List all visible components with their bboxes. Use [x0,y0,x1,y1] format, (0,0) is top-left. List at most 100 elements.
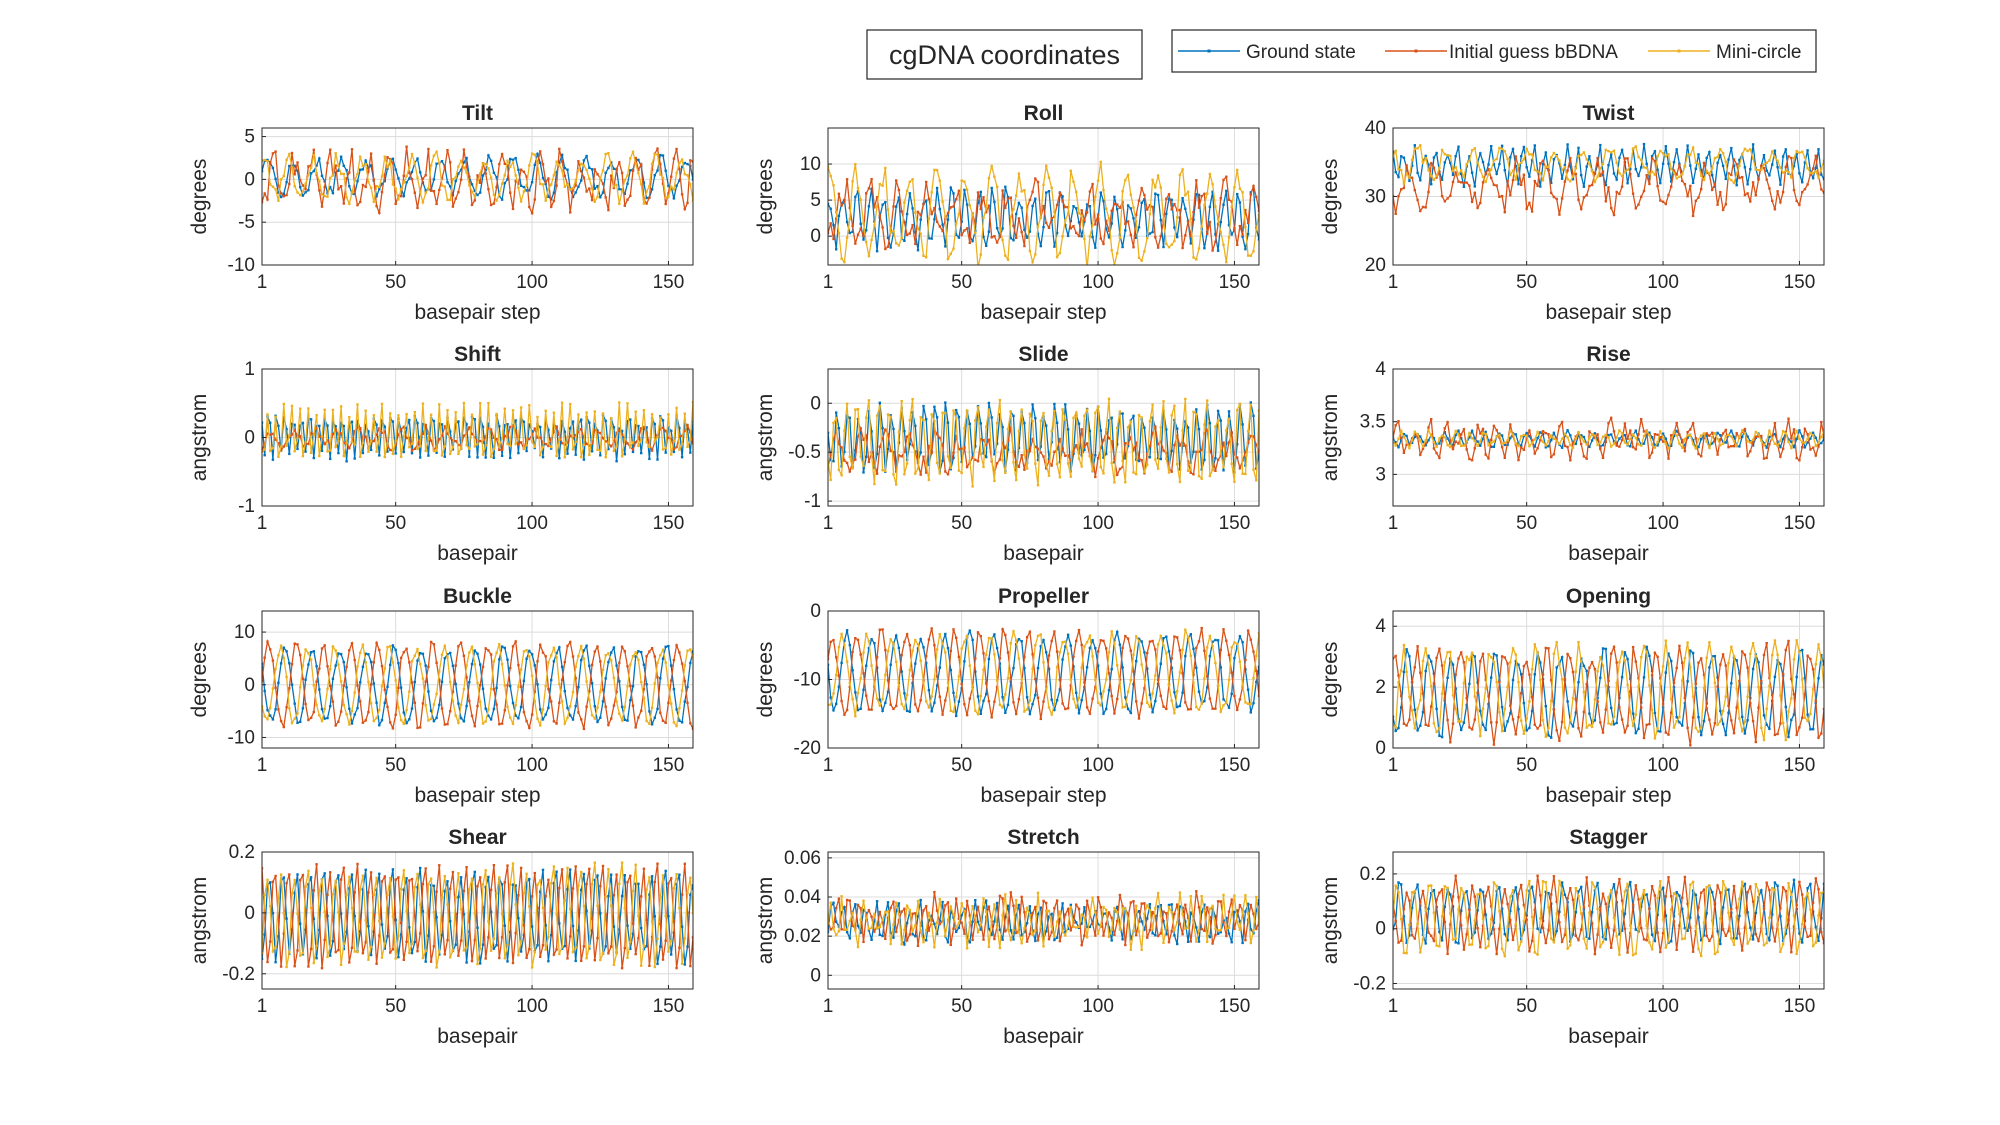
data-point [1012,701,1015,704]
data-point [1449,439,1452,442]
data-point [1438,734,1441,737]
data-point [367,680,370,684]
data-point [1716,155,1719,159]
data-point [1252,650,1255,653]
data-point [399,718,403,722]
data-point [329,944,332,948]
data-point [539,425,542,429]
data-point [680,456,684,459]
data-point [1083,448,1086,451]
data-point [1118,410,1122,413]
data-point [454,682,457,686]
data-point [985,682,988,685]
data-point [1222,698,1225,701]
data-point [539,708,542,711]
data-point [577,413,580,416]
data-point [1176,690,1179,693]
data-point [443,889,446,893]
data-point [1454,440,1457,443]
data-point [922,646,925,649]
data-point [1045,467,1048,470]
data-point [1156,443,1160,446]
data-point [1697,730,1700,734]
data-point [1476,708,1479,712]
data-point [282,656,285,660]
data-point [1642,676,1646,679]
data-point [870,238,873,241]
data-point [631,704,635,707]
data-point [492,947,496,950]
data-point [854,163,857,166]
data-point [397,177,400,180]
data-point [1716,723,1719,726]
data-point [916,709,920,713]
data-point [1225,442,1228,445]
data-point [862,471,865,474]
data-point [569,935,572,938]
data-point [1503,169,1506,172]
data-point [593,428,596,432]
data-point [1405,443,1408,446]
data-point [683,207,686,211]
data-point [590,198,594,202]
data-point [1126,204,1130,207]
data-point [1006,676,1010,680]
data-point [506,658,509,661]
data-point [1116,664,1119,667]
data-point [1492,440,1496,443]
data-point [1588,184,1591,188]
data-point [661,719,665,722]
data-point [1031,403,1034,406]
data-point [1481,707,1485,710]
data-point [867,399,871,402]
data-point [498,658,501,661]
data-point [509,456,512,460]
data-point [479,663,482,666]
data-point [1233,694,1236,698]
data-point [402,651,405,654]
data-point [1216,409,1220,413]
data-point [533,153,536,156]
data-point [372,682,375,685]
data-point [1498,146,1501,150]
data-point [938,436,941,440]
data-point [1083,237,1086,241]
data-point [1017,657,1021,660]
data-point [670,429,673,432]
data-point [1246,254,1250,257]
data-point [862,438,865,441]
data-point [473,418,476,421]
data-point [648,893,651,896]
data-point [1113,263,1116,265]
data-point [1227,410,1231,413]
data-point [528,649,531,653]
data-point [1620,718,1624,721]
data-point [296,169,299,172]
data-point [345,169,348,172]
data-point [566,435,569,439]
data-point [492,436,496,439]
data-point [1110,416,1113,419]
data-point [590,450,594,453]
data-point [626,665,629,668]
data-point [1522,448,1526,451]
data-point [1050,639,1053,643]
data-point [979,437,982,441]
data-point [1222,243,1225,246]
data-point [1042,204,1045,208]
y-tick-label: 0 [244,428,255,449]
data-point [1653,737,1657,740]
data-point [884,648,887,652]
data-point [1648,434,1651,437]
data-point [1156,643,1160,646]
data-point [938,225,941,228]
data-point [1400,155,1403,158]
data-point [1787,639,1790,643]
data-point [285,180,288,184]
data-point [301,677,305,680]
data-point [1465,696,1468,700]
data-point [1058,476,1062,479]
data-point [1520,444,1523,447]
data-point [1055,699,1059,702]
